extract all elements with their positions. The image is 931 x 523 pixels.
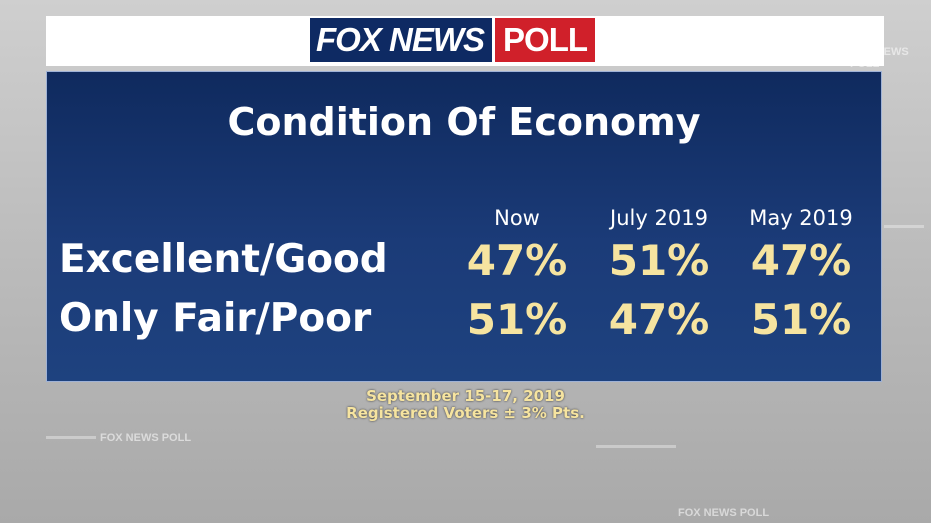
watermark-bottom-right: FOX NEWS POLL	[678, 507, 770, 519]
footnote-sample: Registered Voters ± 3% Pts.	[346, 404, 585, 422]
bg-bar	[596, 445, 676, 448]
chart-title: Condition Of Economy	[227, 100, 701, 144]
logo-suffix: POLL	[495, 18, 596, 62]
cell-only-fair-poor-now: 51%	[466, 295, 568, 344]
logo-brand: FOX NEWS	[310, 18, 493, 62]
cell-excellent-good-now: 47%	[466, 236, 568, 285]
bg-bar	[884, 225, 924, 228]
column-header-may-2019: May 2019	[749, 206, 853, 230]
row-label-excellent-good: Excellent/Good	[59, 237, 388, 282]
footnote-dates: September 15-17, 2019	[366, 387, 565, 405]
cell-only-fair-poor-july-2019: 47%	[608, 295, 710, 344]
cell-only-fair-poor-may-2019: 51%	[750, 295, 852, 344]
watermark-bottom-left: FOX NEWS POLL	[100, 432, 192, 444]
cell-excellent-good-may-2019: 47%	[750, 236, 852, 285]
poll-panel: Condition Of Economy Now July 2019 May 2…	[46, 71, 882, 382]
cell-excellent-good-july-2019: 51%	[608, 236, 710, 285]
row-label-only-fair-poor: Only Fair/Poor	[59, 296, 372, 341]
column-header-now: Now	[494, 206, 540, 230]
footnote: September 15-17, 2019 Registered Voters …	[0, 388, 931, 422]
fox-news-poll-logo: FOX NEWS POLL	[310, 18, 620, 62]
column-header-july-2019: July 2019	[610, 206, 708, 230]
bg-bar	[46, 436, 96, 439]
